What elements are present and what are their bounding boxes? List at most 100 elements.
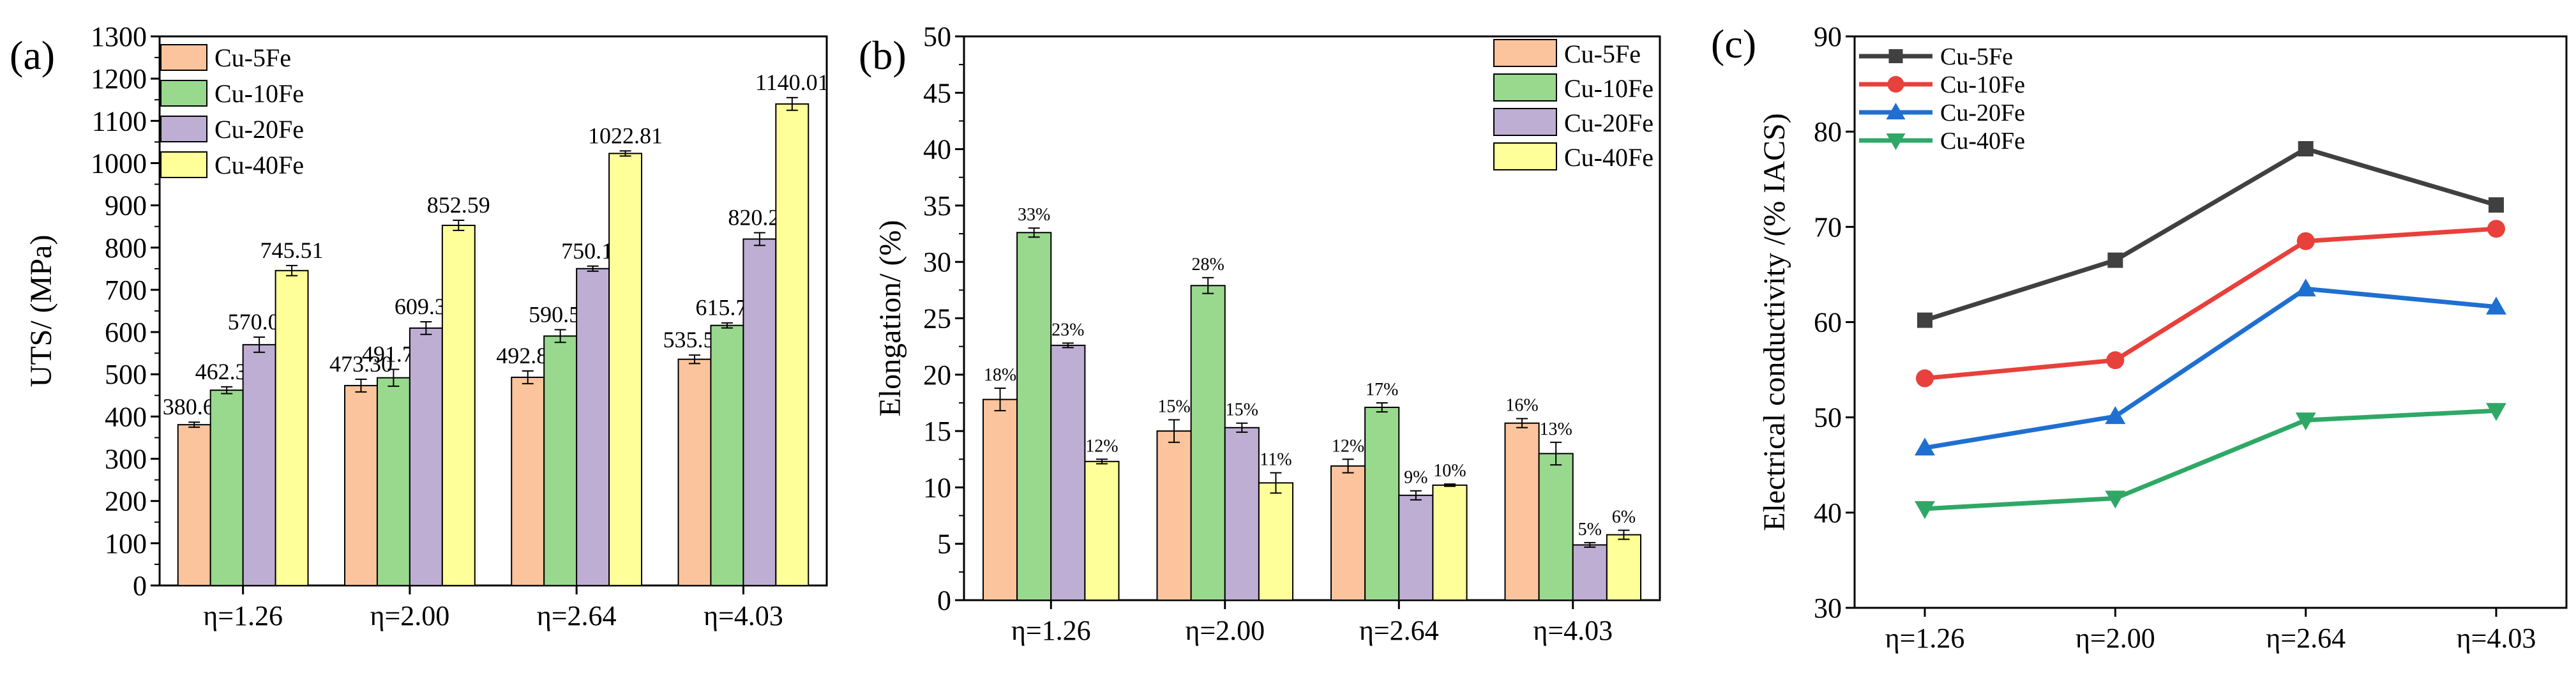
marker-circle — [2106, 351, 2125, 370]
data-label: 6% — [1612, 508, 1636, 527]
bar-cu-40fe — [1084, 460, 1120, 601]
bar-cu-40fe — [275, 269, 309, 586]
bar-cu-20fe — [1224, 427, 1260, 601]
y-tick-label: 5 — [937, 529, 951, 560]
y-tick-label: 45 — [923, 77, 951, 109]
data-label: 9% — [1404, 468, 1427, 488]
panel-label: (b) — [859, 33, 907, 78]
data-label: 1140.01 — [755, 70, 829, 95]
legend-label: Cu-5Fe — [1940, 43, 2013, 70]
y-tick-label: 1100 — [92, 105, 147, 137]
data-label: 17% — [1366, 380, 1398, 400]
data-label: 12% — [1332, 436, 1364, 456]
marker-circle — [2296, 232, 2315, 250]
y-tick-label: 80 — [1814, 116, 1842, 147]
panel-label: (a) — [10, 33, 55, 78]
series-line-cu-20fe — [1924, 286, 2497, 450]
data-label: 33% — [1018, 205, 1050, 225]
y-tick-label: 200 — [105, 486, 147, 517]
bar-cu-5fe — [511, 376, 545, 586]
marker-triangle-up — [2295, 278, 2316, 297]
data-label: 15% — [1226, 400, 1258, 420]
data-label: 16% — [1505, 396, 1538, 416]
y-tick-label: 40 — [923, 134, 951, 165]
x-tick-label: η=2.64 — [537, 600, 617, 631]
legend-label: Cu-20Fe — [1940, 100, 2025, 126]
legend-label: Cu-10Fe — [215, 79, 304, 108]
marker-circle — [2487, 220, 2505, 238]
y-tick-label: 60 — [1814, 307, 1842, 338]
y-tick-label: 10 — [923, 472, 951, 503]
data-label: 473.30 — [329, 351, 393, 377]
marker-triangle-up — [1886, 103, 1906, 119]
legend-label: Cu-10Fe — [1564, 74, 1653, 103]
legend-swatch — [160, 44, 207, 71]
legend-label: Cu-40Fe — [215, 151, 304, 179]
panel-label: (c) — [1711, 21, 1756, 66]
uts-bar-chart: 0 100 200 300 400 500 600 700 800 900 1000 1100 1200… — [10, 21, 829, 631]
y-axis-label: UTS/ (MPa) — [24, 235, 58, 388]
marker-circle — [1887, 76, 1904, 93]
legend-label: Cu-40Fe — [1564, 143, 1653, 172]
y-tick-label: 1300 — [91, 21, 147, 52]
series-line-cu-40fe — [1924, 408, 2497, 511]
y-tick-label: 90 — [1814, 21, 1842, 52]
x-tick-label: η=2.00 — [1185, 615, 1265, 646]
y-tick-label: 0 — [937, 585, 951, 616]
conductivity-line-chart: 30 40 50 60 70 80 90 Electrical conductivity /(… — [1711, 21, 2568, 654]
marker-square — [1888, 49, 1903, 63]
legend-label: Cu-10Fe — [1940, 72, 2025, 98]
y-tick-label: 15 — [923, 416, 951, 447]
bar-cu-40fe — [1606, 534, 1642, 601]
bar-cu-10fe — [1364, 407, 1400, 601]
y-tick-label: 50 — [923, 21, 951, 52]
y-tick-label: 35 — [923, 190, 951, 222]
data-label: 28% — [1192, 255, 1224, 275]
bar-cu-20fe — [242, 344, 276, 586]
y-tick-label: 30 — [1814, 593, 1842, 624]
bar-cu-5fe — [982, 398, 1018, 601]
y-tick-label: 1000 — [91, 147, 147, 179]
bar-cu-10fe — [710, 324, 744, 586]
marker-square — [1917, 312, 1932, 328]
y-axis-label: Elongation/ (%) — [873, 220, 907, 417]
marker-triangle-down — [2105, 490, 2126, 509]
legend-label: Cu-20Fe — [215, 115, 304, 144]
legend-swatch — [160, 80, 207, 107]
legend-swatch — [1493, 142, 1557, 170]
marker-triangle-down — [1886, 133, 1906, 150]
marker-square — [2107, 252, 2123, 268]
x-tick-label: η=4.03 — [704, 600, 783, 631]
y-tick-label: 0 — [133, 570, 147, 601]
marker-circle — [1916, 369, 1934, 388]
bar-cu-20fe — [1050, 344, 1086, 601]
y-tick-label: 30 — [923, 246, 951, 278]
data-label: 745.51 — [260, 238, 324, 263]
bar-cu-20fe — [1572, 544, 1608, 601]
y-axis-label: Electrical conductivity /(% IACS) — [1758, 113, 1791, 531]
data-label: 1022.81 — [588, 123, 663, 148]
bar-cu-5fe — [177, 424, 211, 587]
elongation-bar-chart: 0 5 10 15 20 25 30 35 40 45 50 Elongation/ (%) (b) η=… — [859, 21, 1661, 646]
y-tick-label: 600 — [105, 317, 147, 348]
y-tick-label: 400 — [105, 401, 147, 432]
legend-swatch — [1493, 39, 1557, 67]
data-label: 15% — [1157, 396, 1190, 416]
x-tick-label: η=4.03 — [2457, 623, 2536, 654]
x-tick-label: η=1.26 — [203, 600, 283, 631]
marker-triangle-up — [2105, 406, 2126, 425]
y-tick-label: 50 — [1814, 402, 1842, 434]
bar-cu-20fe — [576, 268, 610, 586]
legend-swatch — [1493, 108, 1557, 136]
bar-cu-10fe — [1538, 453, 1574, 601]
marker-triangle-down — [2486, 403, 2506, 421]
y-tick-label: 1200 — [91, 63, 147, 94]
series-line-cu-10fe — [1924, 226, 2497, 381]
bar-cu-5fe — [1330, 465, 1366, 601]
y-tick-label: 800 — [105, 232, 147, 264]
y-tick-label: 40 — [1814, 497, 1842, 529]
legend-swatch — [1493, 73, 1557, 102]
y-tick-label: 20 — [923, 359, 951, 391]
marker-triangle-down — [2295, 412, 2316, 431]
